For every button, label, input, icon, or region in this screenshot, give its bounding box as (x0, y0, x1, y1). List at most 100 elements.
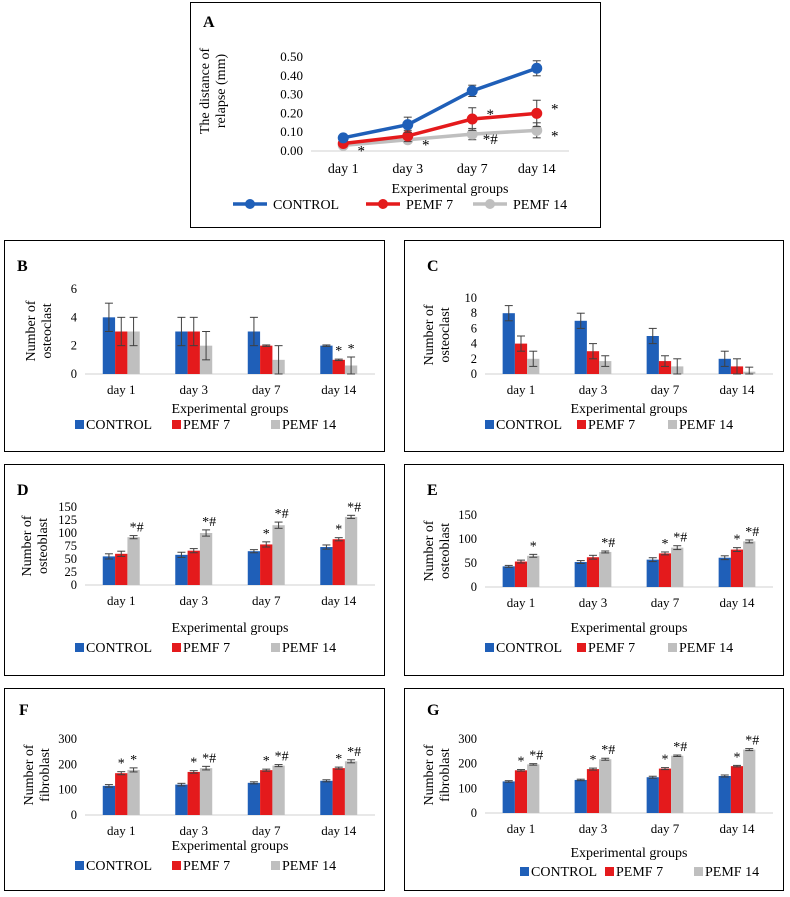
legend-label-pemf7: PEMF 7 (616, 865, 663, 880)
significance-marker: * (348, 342, 355, 357)
bar-control (646, 336, 659, 374)
bar-pemf7 (260, 345, 273, 374)
x-tick-label: day 3 (179, 593, 208, 608)
significance-marker: * (551, 101, 559, 117)
significance-marker: * (263, 527, 270, 542)
legend-label-control: CONTROL (496, 418, 562, 433)
bar-control (646, 777, 659, 813)
legend-swatch-pemf14 (271, 643, 280, 652)
legend-label-control: CONTROL (531, 865, 597, 880)
significance-marker: *# (347, 500, 361, 515)
y-tick-label: 10 (465, 291, 478, 305)
bar-pemf14 (344, 761, 358, 815)
bar-control (247, 331, 261, 374)
panel-f: 0 100 200 300 day 1 * * day 3 * *# day 7 * *# day 14 *… (4, 688, 385, 891)
y-tick-label: 0 (71, 367, 77, 381)
y-tick-label: 75 (65, 539, 78, 553)
y-tick-label: 0.00 (280, 143, 303, 158)
bar-pemf14 (199, 533, 213, 585)
legend-label-pemf14: PEMF 14 (679, 418, 733, 433)
x-tick-label: day 14 (321, 593, 357, 608)
x-tick-label: day 3 (579, 382, 608, 397)
y-tick-label: 0 (471, 580, 477, 594)
significance-marker: * (487, 107, 495, 123)
chart-f: 0 100 200 300 day 1 * * day 3 * *# day 7 * *# day 14 *… (19, 702, 375, 874)
panel-label: C (427, 258, 439, 275)
legend-swatch-pemf14 (668, 420, 677, 429)
legend-label-control: CONTROL (86, 641, 152, 656)
significance-marker: * (335, 752, 342, 767)
bar-pemf14 (599, 759, 612, 813)
panel-b: 0 2 4 6 day 1 day 3 day 7 day 14 * * Experimental … (4, 240, 385, 452)
panel-label: D (17, 482, 29, 499)
bar-pemf7 (514, 770, 528, 813)
legend-swatch-pemf7 (172, 643, 181, 652)
y-tick-label: 100 (458, 781, 477, 795)
bar-control (574, 562, 587, 587)
significance-marker: * (190, 756, 197, 771)
bar-pemf7 (586, 351, 600, 374)
significance-marker: * (263, 754, 270, 769)
bar-control (320, 345, 333, 374)
bar-control (320, 780, 333, 815)
bar-pemf7 (260, 544, 273, 585)
legend-swatch-pemf14 (271, 420, 280, 429)
panel-e: 0 50 100 150 day 1 * day 3 *# day 7 * *# day 14 * *# E… (404, 464, 784, 676)
point-control (337, 132, 349, 144)
line-control (342, 66, 538, 140)
bar-pemf7 (115, 331, 128, 374)
legend-swatch-pemf14 (694, 867, 703, 876)
bar-control (502, 566, 515, 587)
legend-swatch-pemf14 (668, 643, 677, 652)
x-tick-label: day 7 (651, 382, 680, 397)
bar-pemf14 (671, 755, 684, 813)
y-axis-label: osteoclast (438, 307, 453, 362)
point-pemf7 (531, 107, 543, 119)
point-control (466, 85, 478, 97)
legend-label-control: CONTROL (86, 418, 152, 433)
bar-control (247, 782, 261, 815)
legend-label-pemf14: PEMF 14 (679, 641, 733, 656)
x-tick-label: day 7 (457, 162, 488, 177)
y-axis-label: The distance of (198, 48, 213, 135)
y-axis-label: osteoclast (40, 303, 55, 358)
y-tick-label: 100 (458, 532, 477, 546)
significance-marker: *# (347, 745, 361, 760)
bar-control (320, 547, 333, 585)
significance-marker: *# (483, 132, 499, 148)
x-axis-label: Experimental groups (570, 621, 687, 636)
point-pemf7 (466, 113, 478, 125)
y-axis-label: Number of (422, 304, 437, 365)
y-tick-label: 6 (471, 321, 477, 335)
bar-control (574, 320, 587, 374)
x-tick-label: day 1 (328, 162, 359, 177)
y-tick-label: 0 (71, 578, 77, 592)
legend-label-control: CONTROL (273, 198, 339, 213)
legend-label-pemf14: PEMF 14 (282, 859, 336, 874)
bar-control (175, 784, 188, 815)
bar-pemf14 (671, 547, 684, 587)
y-tick-label: 0.30 (280, 87, 303, 102)
bar-pemf14 (599, 361, 612, 374)
y-tick-label: 0.20 (280, 105, 303, 120)
x-tick-label: day 3 (179, 382, 208, 397)
panel-label: E (427, 482, 438, 499)
y-axis-label: Number of (22, 744, 37, 805)
y-tick-label: 25 (65, 565, 78, 579)
bar-pemf7 (260, 770, 273, 815)
bar-pemf7 (187, 771, 200, 815)
bar-control (502, 313, 515, 374)
x-axis-label: Experimental groups (171, 621, 288, 636)
bar-pemf14 (272, 765, 285, 815)
x-tick-label: day 3 (179, 823, 208, 838)
significance-marker: *# (673, 531, 687, 546)
significance-marker: * (118, 757, 125, 772)
significance-marker: * (662, 537, 669, 552)
legend-label-pemf14: PEMF 14 (282, 641, 336, 656)
y-tick-label: 0.40 (280, 68, 303, 83)
bar-pemf14 (127, 537, 140, 585)
bar-pemf7 (586, 557, 600, 587)
panel-d: 0 25 50 75 100 125 150 day 1 *# day 3 *# day 7 * *# da… (4, 464, 385, 676)
legend-swatch-control (75, 420, 84, 429)
legend-swatch-pemf7 (172, 861, 181, 870)
